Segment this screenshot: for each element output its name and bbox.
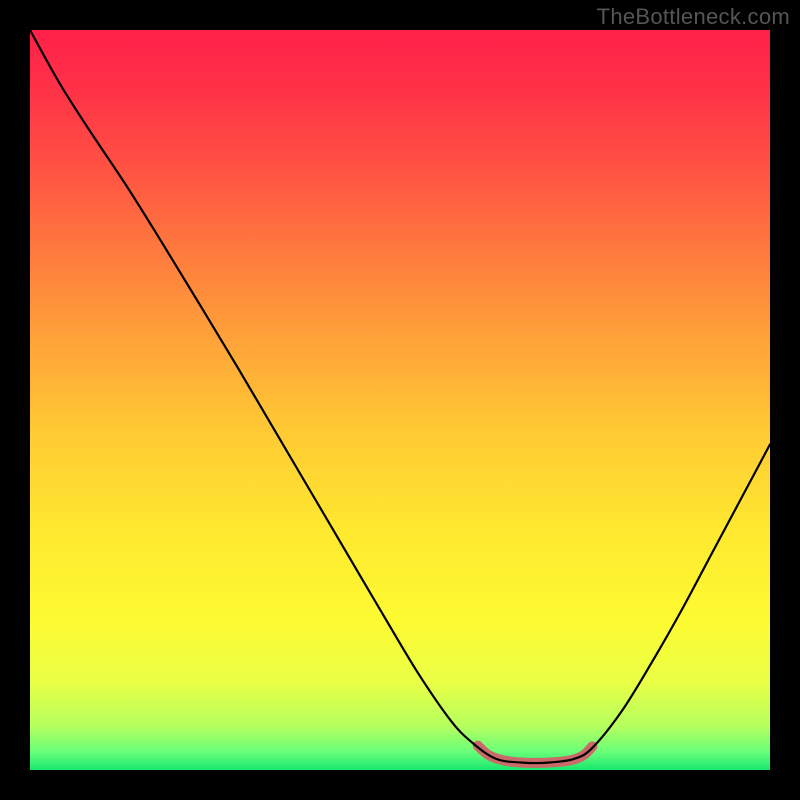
chart-container: TheBottleneck.com	[0, 0, 800, 800]
watermark-text: TheBottleneck.com	[597, 4, 790, 30]
bottleneck-chart	[0, 0, 800, 800]
